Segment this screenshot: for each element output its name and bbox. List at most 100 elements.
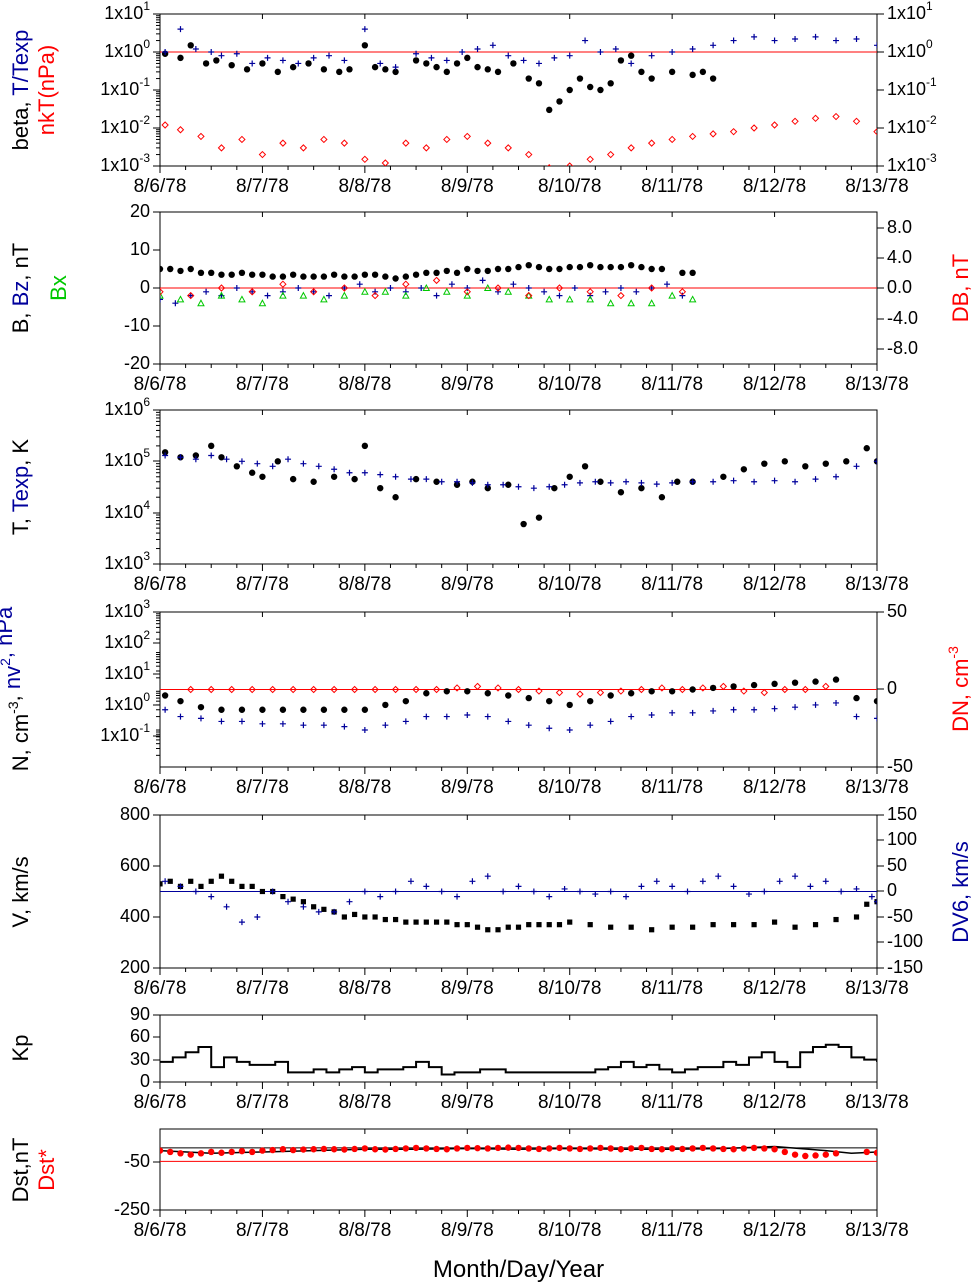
data-point — [433, 63, 440, 71]
data-point — [545, 295, 554, 303]
data-point — [238, 1147, 246, 1155]
data-point — [300, 460, 307, 467]
x-tick-label: 8/8/78 — [338, 1220, 391, 1241]
y-tick-label-base: 1x10 — [104, 632, 143, 652]
series-texp — [162, 452, 877, 492]
data-point — [464, 711, 471, 718]
data-point — [504, 287, 513, 295]
data-point — [285, 456, 292, 463]
x-tick-label: 8/10/78 — [538, 777, 601, 798]
data-point — [464, 285, 471, 291]
data-point — [812, 678, 819, 685]
y-tick-label: 1x10-3 — [100, 151, 150, 175]
y-tick-label-exp: 4 — [143, 498, 150, 512]
data-point — [633, 288, 640, 295]
data-point — [161, 449, 169, 456]
data-point — [469, 878, 476, 885]
data-point — [371, 291, 379, 300]
data-point — [392, 275, 399, 282]
data-point — [525, 285, 532, 291]
data-point — [555, 284, 564, 292]
x-tick-label: 8/12/78 — [743, 1092, 806, 1113]
data-point — [812, 922, 819, 928]
data-point — [341, 723, 348, 730]
panel-beta: 8/6/78 8/7/78 8/8/78 8/9/78 8/10/78 8/11/78 8/… — [8, 0, 937, 197]
y-tick-label-exp: 0 — [143, 37, 150, 51]
x-tick-label: 8/6/78 — [134, 1220, 187, 1241]
y-tick-label-exp: 3 — [143, 597, 150, 611]
series-b — [160, 262, 696, 282]
data-point — [838, 888, 845, 895]
series-bz — [160, 277, 686, 307]
data-point — [515, 483, 522, 490]
x-tick-label: 8/13/78 — [845, 978, 908, 999]
data-point — [208, 452, 215, 459]
data-point — [628, 60, 635, 67]
data-point — [300, 706, 307, 713]
data-point — [238, 295, 246, 303]
data-point — [751, 922, 757, 928]
series-db — [160, 276, 687, 300]
data-point — [161, 692, 169, 699]
data-point — [689, 478, 696, 485]
y-tick-label: 1x101 — [104, 0, 150, 23]
data-point — [372, 288, 379, 295]
data-point — [729, 127, 738, 136]
data-point — [802, 463, 809, 470]
data-point — [679, 292, 686, 299]
data-point — [853, 694, 860, 702]
data-point — [208, 269, 215, 276]
data-point — [428, 54, 435, 61]
data-point — [627, 299, 636, 307]
y-tick-label: -50 — [124, 1151, 150, 1171]
data-point — [874, 42, 877, 49]
data-point — [217, 144, 226, 152]
data-point — [310, 54, 317, 61]
data-point — [423, 476, 430, 483]
data-point — [228, 61, 235, 69]
data-point — [412, 475, 420, 483]
data-point — [556, 292, 563, 299]
data-point — [771, 705, 778, 712]
data-point — [566, 727, 573, 734]
data-point — [679, 269, 686, 276]
y-right-axis-label: DV6, km/s — [948, 841, 973, 942]
data-point — [454, 478, 461, 485]
y-right-tick-label-base: 1x10 — [887, 41, 926, 61]
data-point — [832, 676, 840, 683]
data-point — [710, 478, 717, 485]
data-point — [433, 919, 440, 925]
data-point — [514, 685, 523, 694]
data-point — [546, 106, 553, 114]
data-point — [525, 694, 532, 702]
data-point — [668, 68, 676, 76]
y-tick-label: 1x106 — [104, 395, 150, 419]
data-point — [494, 284, 502, 292]
data-point — [807, 883, 814, 890]
data-point — [874, 458, 877, 465]
data-point — [515, 1144, 522, 1152]
x-tick-label: 8/7/78 — [236, 978, 289, 999]
data-point — [187, 292, 194, 299]
data-point — [259, 706, 266, 713]
data-point — [309, 685, 318, 694]
y-tick-label-base: -250 — [114, 1199, 150, 1219]
data-point — [218, 454, 225, 461]
data-point — [443, 57, 450, 64]
y-right-tick-label: 0 — [887, 678, 897, 698]
data-point — [668, 135, 676, 144]
series-group — [160, 262, 697, 307]
data-point — [423, 60, 430, 67]
data-point — [526, 922, 532, 928]
y-axis-label: B, Bz, nT — [8, 243, 33, 334]
data-point — [587, 262, 594, 269]
data-point — [669, 479, 676, 486]
data-point — [556, 265, 563, 273]
y-right-tick-label: 4.0 — [887, 247, 912, 267]
data-point — [315, 908, 322, 915]
data-point — [377, 60, 384, 67]
data-point — [402, 697, 410, 705]
y-right-tick-label: 1x101 — [887, 0, 933, 23]
data-point — [422, 283, 431, 291]
y-right-axis-label-part: DN, cm — [948, 659, 973, 732]
